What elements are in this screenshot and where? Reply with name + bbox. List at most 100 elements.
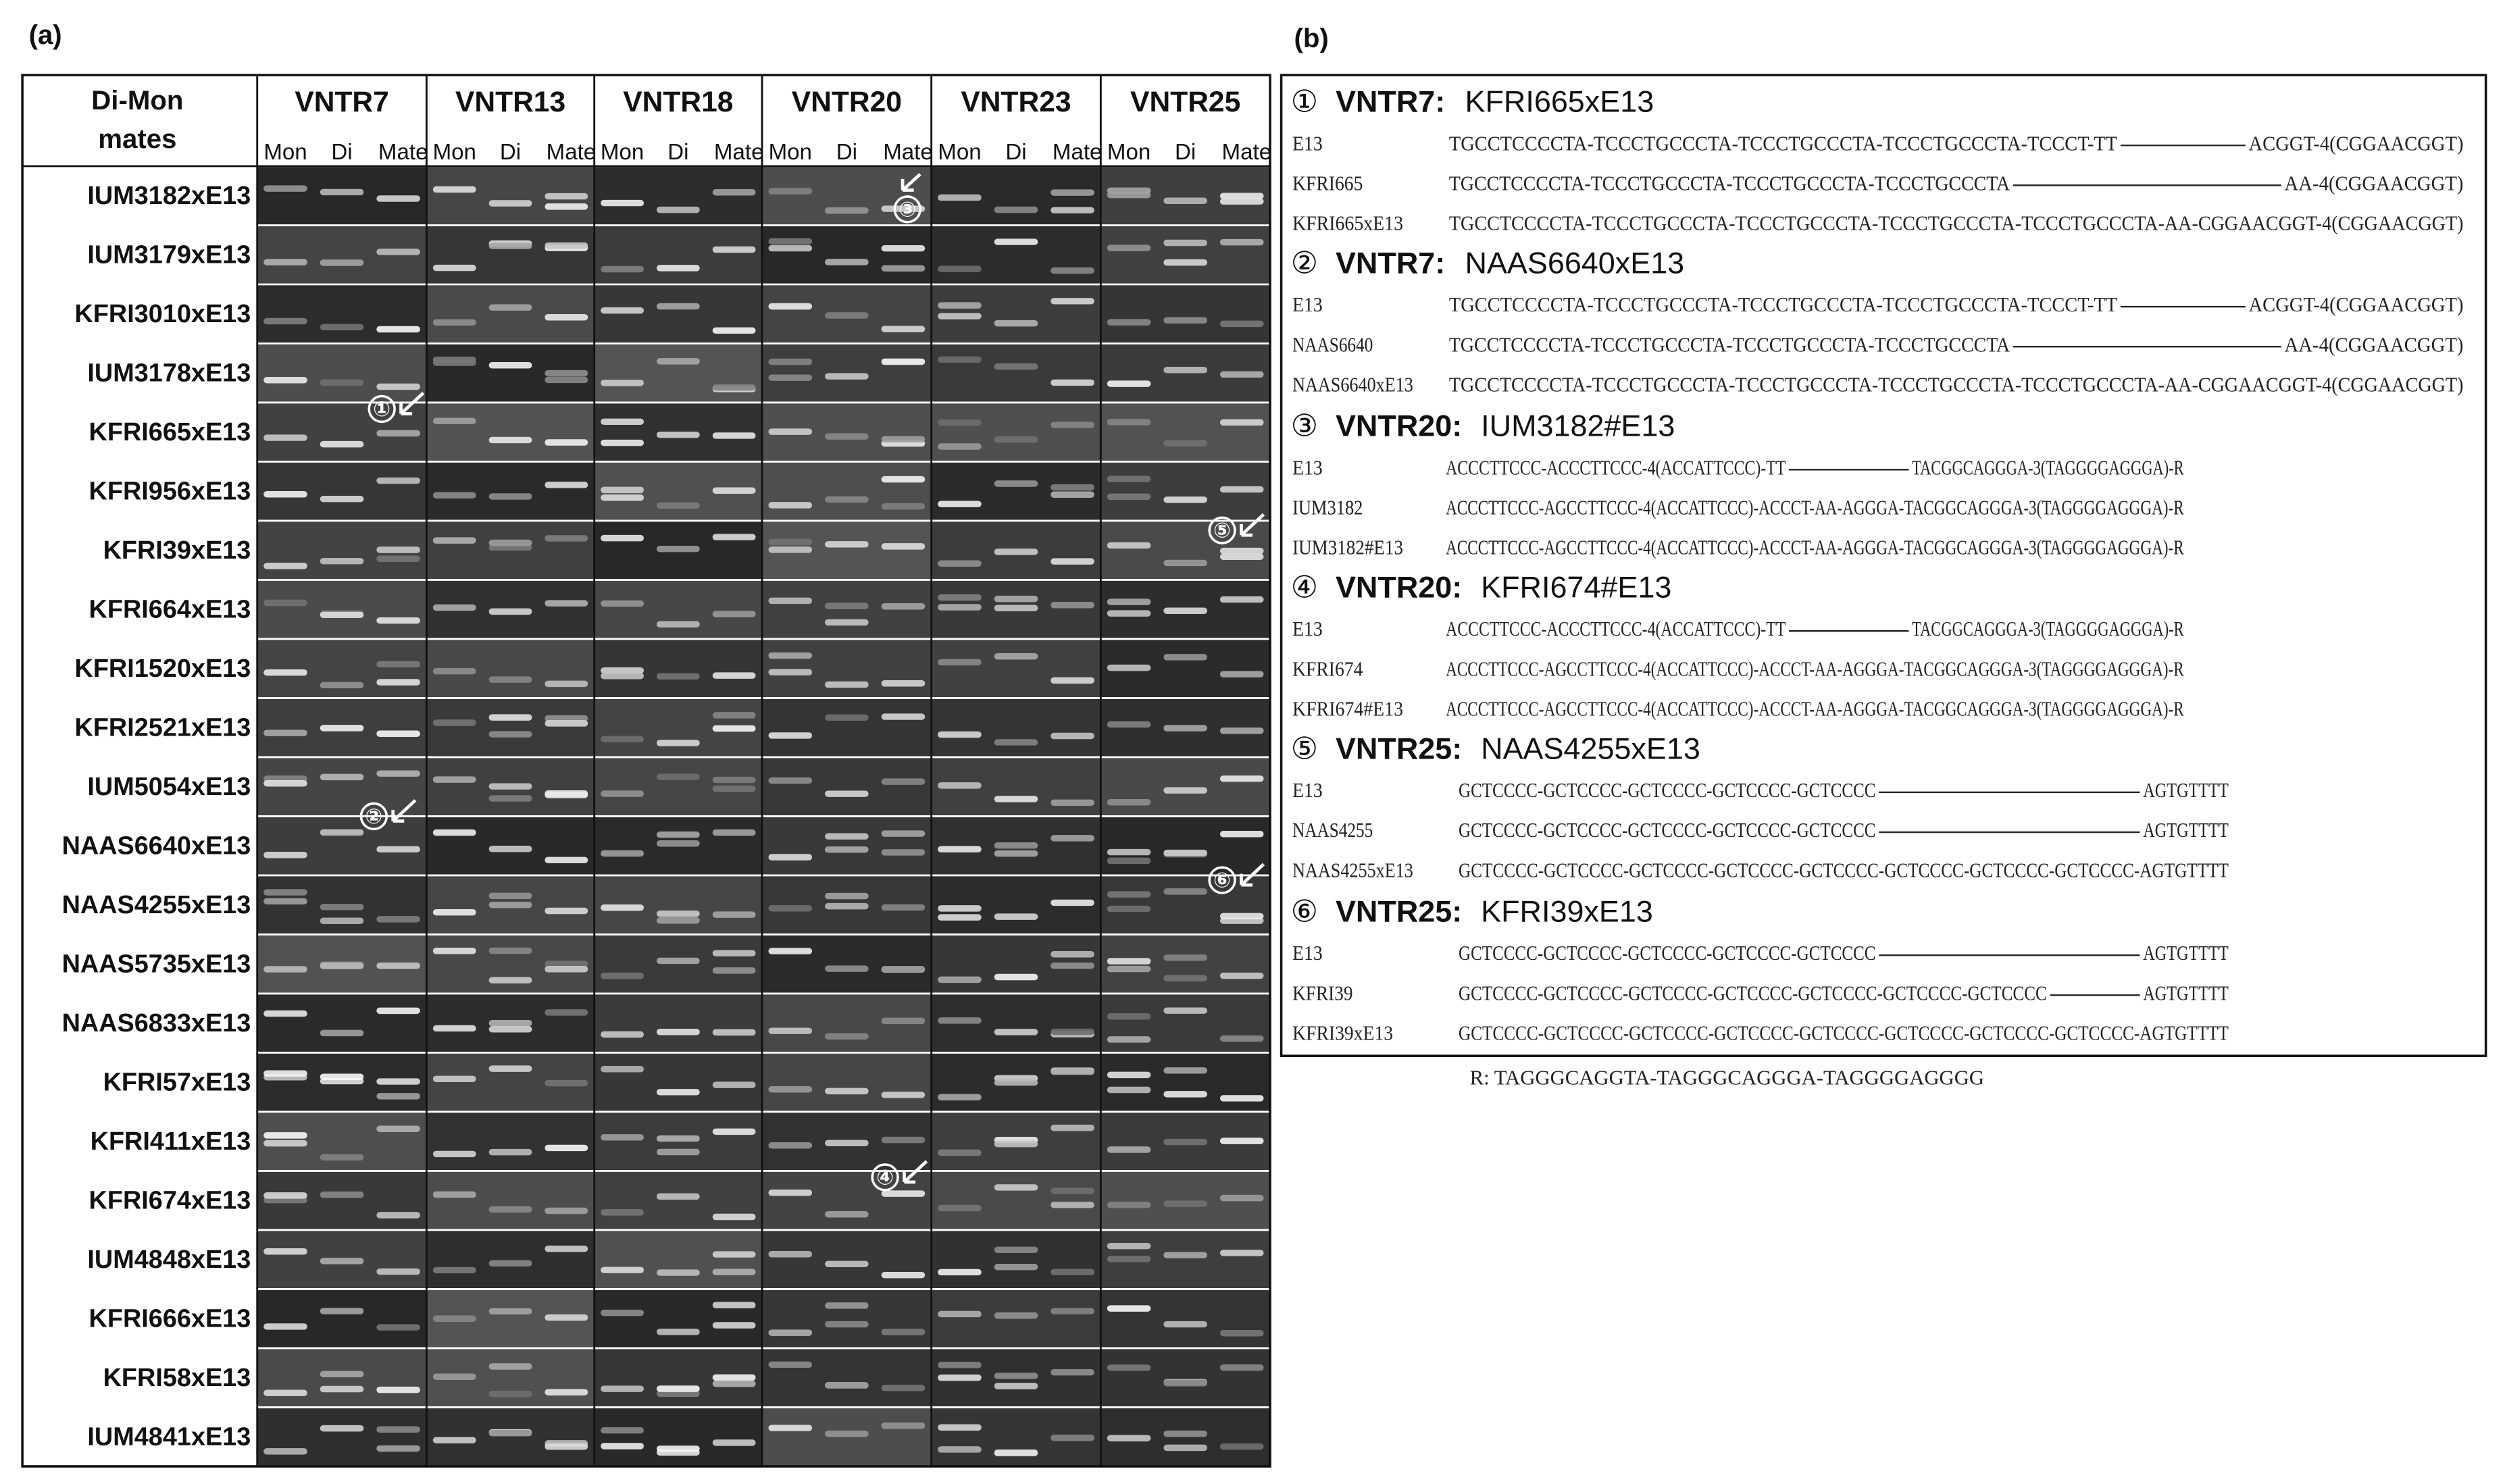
gel-band — [656, 740, 700, 746]
gel-band — [601, 667, 644, 674]
gel-band — [488, 1026, 532, 1033]
gel-band — [263, 1323, 307, 1330]
gel-band — [1163, 1007, 1207, 1014]
gel-band — [656, 502, 700, 509]
sequence: TGCCTCCCCTA-TCCCTGCCCTA-TCCCTGCCCTA-TCCC… — [1449, 293, 2118, 316]
gel-band — [545, 376, 588, 384]
gel-band — [263, 1448, 307, 1455]
gel-cell — [257, 993, 427, 1053]
gel-band — [432, 948, 476, 954]
gel-band — [1219, 193, 1264, 199]
gel-band — [656, 910, 700, 917]
gel-band — [1107, 721, 1151, 728]
lane-label: Mon — [601, 140, 644, 165]
gel-band — [432, 319, 476, 326]
gel-cell — [594, 1407, 763, 1466]
gel-band — [601, 600, 644, 607]
gel-cell — [762, 1052, 932, 1112]
gel-band — [881, 1092, 926, 1098]
gel-band — [712, 1380, 756, 1387]
gel-band — [881, 965, 926, 973]
gel-band — [656, 840, 700, 847]
gel-band — [1051, 207, 1094, 213]
row-label: KFRI2521xE13 — [75, 714, 251, 742]
gel-band — [994, 605, 1038, 611]
gel-band — [1163, 259, 1207, 266]
marker-label: ③ — [899, 197, 916, 221]
gel-band — [545, 1144, 588, 1152]
gel-band — [768, 948, 813, 954]
gel-band — [320, 773, 364, 781]
marker-circle — [359, 802, 388, 831]
gel-band — [768, 303, 813, 310]
gel-band — [1107, 958, 1151, 965]
gel-band — [263, 259, 307, 265]
gel-cell — [594, 993, 763, 1053]
gel-band — [601, 486, 644, 494]
gel-band — [263, 1389, 307, 1396]
gel-band — [376, 1007, 420, 1015]
gel-band — [768, 777, 813, 784]
gel-band — [432, 1373, 476, 1380]
gel-band — [432, 1315, 476, 1322]
lane-label: Di — [1005, 140, 1026, 165]
gel-cell — [931, 698, 1101, 757]
gel-band — [994, 1383, 1038, 1389]
gel-band — [881, 1017, 926, 1025]
gel-band — [768, 546, 813, 553]
gel-cell — [762, 816, 932, 875]
sequence: ACCCTTCCC-AGCCTTCCC-4(ACCATTCCC)-ACCCT-A… — [1446, 657, 2184, 680]
gel-band — [938, 1374, 982, 1381]
gel-band — [768, 905, 813, 912]
row-label: KFRI666xE13 — [89, 1305, 251, 1333]
gel-band — [768, 358, 813, 365]
gel-band — [1107, 1146, 1151, 1153]
gel-band — [1051, 799, 1094, 807]
gel-band — [656, 917, 700, 924]
gel-band — [994, 1373, 1038, 1379]
lane-label: Mate — [714, 140, 764, 165]
gel-band — [545, 600, 588, 607]
gel-band — [994, 319, 1038, 327]
gel-cell — [594, 165, 763, 226]
gel-band — [1051, 1187, 1094, 1194]
gel-band — [601, 380, 644, 386]
gel-band — [1219, 596, 1264, 603]
gel-band — [376, 1426, 420, 1433]
gel-cell — [762, 165, 932, 226]
gel-band — [768, 854, 813, 861]
strain-name: KFRI665xE13 — [1292, 212, 1403, 235]
gel-band — [994, 796, 1038, 802]
gel-band — [825, 846, 869, 853]
row-label: IUM4841xE13 — [87, 1423, 251, 1452]
gel-cell — [594, 1171, 763, 1230]
gel-band — [656, 1390, 700, 1398]
row-label: KFRI664xE13 — [89, 596, 251, 624]
gel-band — [1107, 1071, 1151, 1079]
gel-band — [881, 543, 926, 550]
gel-band — [376, 661, 420, 668]
gel-band — [545, 1079, 588, 1087]
gel-band — [488, 1430, 532, 1437]
gel-band — [263, 185, 307, 192]
gel-band — [1219, 1194, 1264, 1202]
gel-band — [1051, 835, 1094, 842]
gel-band — [712, 967, 756, 974]
gel-band — [488, 947, 532, 954]
row-label: KFRI57xE13 — [103, 1069, 251, 1097]
gel-band — [488, 1390, 532, 1398]
strain-name: E13 — [1292, 779, 1323, 802]
column-header: VNTR13 — [455, 86, 565, 118]
column-header: VNTR7 — [295, 86, 388, 118]
gel-band — [1107, 848, 1151, 856]
strain-name: E13 — [1292, 942, 1323, 965]
sequence: TACGGCAGGGA-3(TAGGGGAGGGA)-R — [1912, 617, 2184, 640]
gel-band — [1163, 367, 1207, 374]
row-label: NAAS6833xE13 — [62, 1009, 251, 1038]
sequence: AGTGTTTT — [2143, 981, 2229, 1004]
gel-band — [376, 846, 420, 853]
gel-band — [263, 730, 307, 736]
gel-band — [1219, 775, 1264, 782]
gel-band — [601, 1266, 644, 1273]
gel-cell — [762, 1348, 932, 1408]
